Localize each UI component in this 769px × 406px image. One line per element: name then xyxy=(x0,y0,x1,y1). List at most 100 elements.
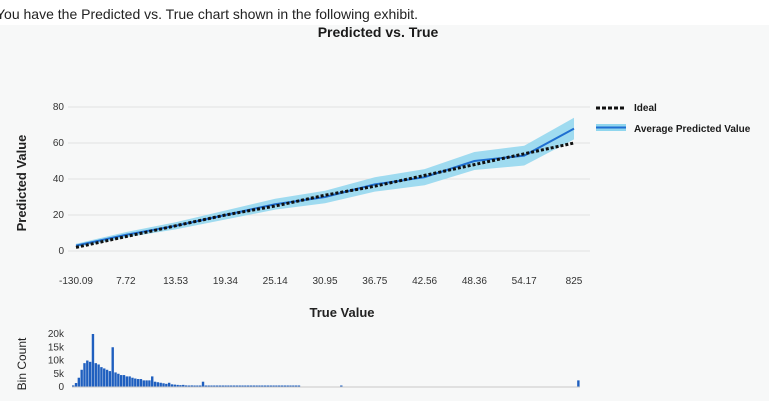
histogram-bar xyxy=(142,380,145,387)
histogram-y-tick-label: 5k xyxy=(53,369,65,380)
histogram-bar xyxy=(221,385,224,387)
histogram-bar xyxy=(139,379,143,387)
histogram-bar xyxy=(94,363,97,387)
histogram-bar xyxy=(100,367,103,387)
x-tick-label: 825 xyxy=(566,276,583,287)
histogram-bar xyxy=(119,375,123,387)
histogram-bar xyxy=(153,381,157,387)
histogram-bar xyxy=(170,384,174,387)
histogram-bar xyxy=(182,384,185,387)
histogram-y-tick-labels: 0 5k 10k 15k 20k xyxy=(48,329,65,393)
histogram-bar xyxy=(128,376,131,387)
histogram-bar xyxy=(261,385,264,387)
main-plot-gridlines xyxy=(68,106,590,252)
histogram-bar xyxy=(134,378,137,387)
histogram-bar xyxy=(340,385,343,387)
histogram-bar xyxy=(210,385,213,387)
x-tick-label: 13.53 xyxy=(163,276,188,287)
histogram-bar xyxy=(151,376,154,387)
histogram-bar xyxy=(232,385,236,387)
histogram-bar xyxy=(162,383,165,387)
x-tick-label: -130.09 xyxy=(59,276,93,287)
histogram-bar xyxy=(83,363,86,387)
histogram-bar xyxy=(213,385,216,387)
chart-title: Predicted vs. True xyxy=(318,25,439,40)
series-lines-layer xyxy=(75,127,575,249)
histogram-bar xyxy=(131,377,134,387)
histogram-bar xyxy=(204,385,208,387)
histogram-y-axis-title: Bin Count xyxy=(15,337,29,390)
histogram-bar xyxy=(238,385,241,387)
histogram-bar xyxy=(230,385,233,387)
histogram-bar xyxy=(292,385,295,387)
legend-average-label: Average Predicted Value xyxy=(634,124,751,135)
histogram-bar xyxy=(117,373,120,387)
x-tick-label: 19.34 xyxy=(213,276,238,287)
x-tick-label: 7.72 xyxy=(116,276,136,287)
x-axis-title: True Value xyxy=(309,305,374,320)
histogram-bar xyxy=(272,385,275,387)
exhibit-caption: You have the Predicted vs. True chart sh… xyxy=(0,6,419,22)
histogram-bar xyxy=(103,368,106,387)
histogram-bar xyxy=(187,385,191,387)
main-y-tick-labels: 0 20 40 60 80 xyxy=(53,102,65,257)
histogram-bar xyxy=(215,385,219,387)
histogram-bar xyxy=(289,385,292,387)
histogram-bar xyxy=(196,385,199,387)
histogram-bar xyxy=(199,385,202,387)
histogram-bar xyxy=(286,385,289,387)
histogram-bar xyxy=(122,375,126,387)
histogram-bar xyxy=(193,385,196,387)
histogram-bar xyxy=(278,385,281,387)
histogram-bar xyxy=(105,369,109,387)
histogram-bar xyxy=(297,385,301,387)
histogram-y-tick-label: 0 xyxy=(58,382,64,393)
histogram-bar xyxy=(111,347,114,387)
histogram-bar xyxy=(294,385,298,387)
histogram-bar xyxy=(74,383,78,387)
histogram-bar xyxy=(246,385,250,387)
histogram-bar xyxy=(244,385,247,387)
x-tick-label: 42.56 xyxy=(412,276,437,287)
x-tick-label: 36.75 xyxy=(362,276,387,287)
histogram-bar xyxy=(224,385,227,387)
y-tick-label: 40 xyxy=(53,174,65,185)
histogram-y-tick-label: 20k xyxy=(48,329,65,340)
histogram-bar xyxy=(269,385,272,387)
histogram-bar xyxy=(80,369,83,387)
histogram-bar xyxy=(249,385,253,387)
legend-ideal-label: Ideal xyxy=(634,103,657,114)
histogram-bar xyxy=(176,384,179,387)
histogram-bar xyxy=(263,385,267,387)
histogram-bar xyxy=(266,385,270,387)
histogram-bar xyxy=(280,385,284,387)
histogram-bar xyxy=(190,385,193,387)
histogram-bar xyxy=(184,385,188,387)
histogram-bar xyxy=(173,384,176,387)
histogram-bar xyxy=(148,380,151,387)
predicted-vs-true-chart: Predicted vs. True 0 20 40 60 80 -130.09 7.72… xyxy=(14,24,751,393)
histogram-bar xyxy=(72,385,75,387)
histogram-bar xyxy=(283,385,287,387)
histogram-bar xyxy=(97,364,100,387)
histogram-bar xyxy=(255,385,258,387)
histogram-bar xyxy=(77,377,81,387)
x-tick-label: 48.36 xyxy=(462,276,487,287)
histogram-bar xyxy=(114,372,117,387)
histogram-bar xyxy=(227,385,230,387)
y-axis-title: Predicted Value xyxy=(14,135,29,232)
histogram-bar xyxy=(167,382,171,387)
histogram-bar xyxy=(108,371,112,387)
histogram-bar xyxy=(91,334,95,387)
histogram-bar xyxy=(145,380,148,387)
histogram-y-tick-label: 15k xyxy=(48,342,65,353)
y-tick-label: 60 xyxy=(53,138,65,149)
prediction-band xyxy=(76,117,574,248)
histogram-bar xyxy=(252,385,256,387)
histogram-bar xyxy=(258,385,261,387)
chart-figure: Predicted vs. True 0 20 40 60 80 -130.09 7.72… xyxy=(0,24,769,401)
histogram-bar xyxy=(88,361,92,387)
histogram-bar xyxy=(159,382,162,387)
chart-legend: Ideal Average Predicted Value xyxy=(596,103,751,135)
histogram-bar xyxy=(275,385,278,387)
